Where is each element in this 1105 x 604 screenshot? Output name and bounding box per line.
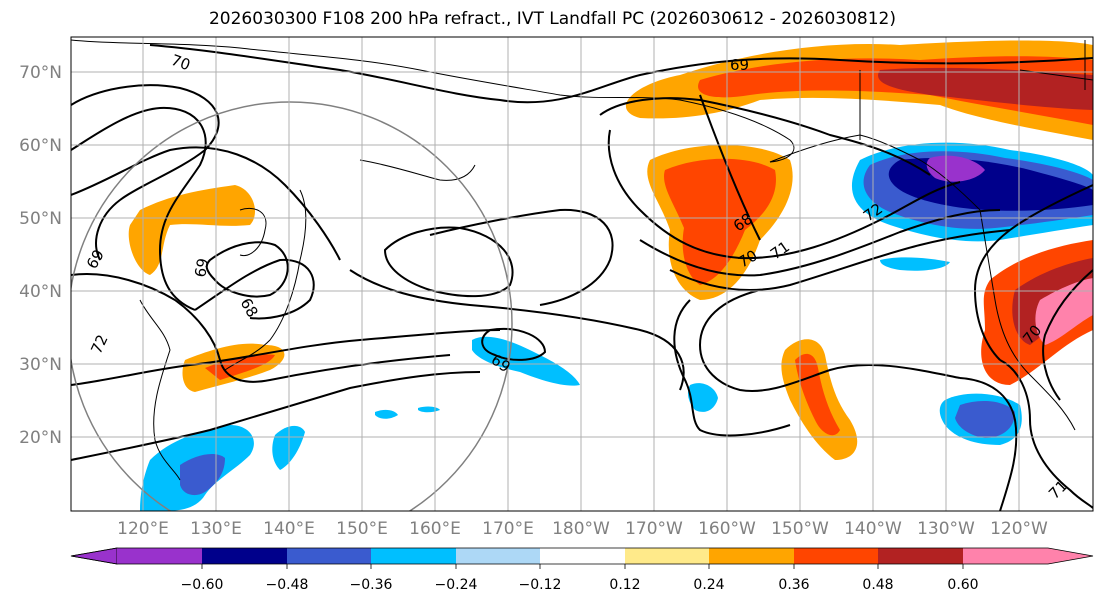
- colorbar-tick-label: 0.60: [947, 577, 978, 593]
- longitude-labels: 120°E 130°E 140°E 150°E 160°E 170°E 180°…: [117, 519, 1048, 539]
- colorbar-tick-label: 0.48: [862, 577, 893, 593]
- lon-label: 130°W: [917, 519, 975, 539]
- lon-label: 130°E: [190, 519, 242, 539]
- lon-label: 180°W: [552, 519, 610, 539]
- lon-label: 170°W: [625, 519, 683, 539]
- contour-label: 69: [730, 56, 749, 74]
- lat-label: 50°N: [19, 209, 62, 229]
- colorbar-swatch: [287, 548, 371, 564]
- colorbar: −0.60 −0.48 −0.36 −0.24 −0.12 0.12 0.24 …: [70, 547, 1094, 593]
- lat-label: 20°N: [19, 428, 62, 448]
- colorbar-tick-label: 0.24: [693, 577, 724, 593]
- colorbar-swatch: [625, 548, 709, 564]
- colorbar-tick-label: −0.24: [435, 577, 478, 593]
- lat-label: 40°N: [19, 282, 62, 302]
- latitude-labels: 70°N 60°N 50°N 40°N 30°N 20°N: [19, 63, 62, 448]
- colorbar-tick-label: 0.12: [609, 577, 640, 593]
- colorbar-extend-right: [963, 548, 1093, 564]
- colorbar-swatch: [878, 548, 963, 564]
- lon-label: 160°W: [698, 519, 756, 539]
- colorbar-tick-label: −0.12: [519, 577, 562, 593]
- lon-label: 150°W: [771, 519, 829, 539]
- map-border: [70, 36, 1094, 512]
- colorbar-swatch: [371, 548, 456, 564]
- lon-label: 140°W: [844, 519, 902, 539]
- negative-shading: [140, 142, 1093, 511]
- lon-label: 140°E: [263, 519, 315, 539]
- colorbar-swatch: [540, 548, 625, 564]
- height-contours: [71, 44, 1093, 511]
- colorbar-tick-label: −0.36: [350, 577, 393, 593]
- lon-label: 120°W: [990, 519, 1048, 539]
- contour-label: 69: [191, 257, 212, 279]
- gridlines: [71, 37, 1093, 511]
- colorbar-tick-label: 0.36: [778, 577, 809, 593]
- lon-label: 150°E: [336, 519, 388, 539]
- colorbar-extend-left: [70, 547, 118, 565]
- contour-label: 70: [169, 51, 193, 74]
- colorbar-swatch: [794, 548, 878, 564]
- lon-label: 170°E: [482, 519, 534, 539]
- lon-label: 120°E: [117, 519, 169, 539]
- colorbar-swatch: [456, 548, 540, 564]
- lon-label: 160°E: [409, 519, 461, 539]
- colorbar-swatch: [709, 548, 794, 564]
- colorbar-tick-label: −0.48: [266, 577, 309, 593]
- colorbar-swatch: [202, 548, 287, 564]
- lat-label: 60°N: [19, 136, 62, 156]
- map-area: 70 69 69 68 69 72 68 70 71 72 69 70 71: [71, 37, 1093, 511]
- map-title: 2026030300 F108 200 hPa refract., IVT La…: [208, 9, 896, 29]
- range-circle: [71, 101, 513, 511]
- colorbar-swatch: [117, 548, 202, 564]
- positive-shading: [128, 40, 1093, 460]
- lat-label: 70°N: [19, 63, 62, 83]
- colorbar-tick-label: −0.60: [181, 577, 224, 593]
- lat-label: 30°N: [19, 355, 62, 375]
